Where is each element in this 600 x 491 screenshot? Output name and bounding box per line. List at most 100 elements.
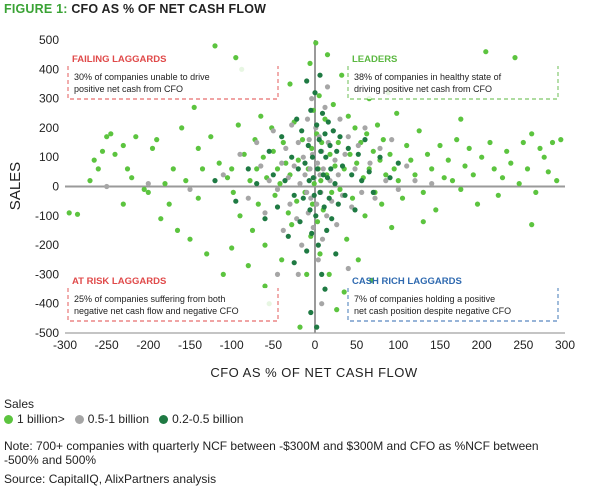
scatter-point	[310, 224, 316, 231]
scatter-point	[330, 128, 336, 134]
scatter-point	[274, 166, 281, 172]
scatter-point	[341, 289, 347, 295]
scatter-point	[524, 166, 531, 172]
scatter-point	[322, 286, 328, 292]
quadrant-leaders-text2: driving positive net cash from CFO	[354, 84, 492, 94]
scatter-point	[255, 201, 261, 207]
figure-prefix: FIGURE 1:	[4, 2, 68, 16]
scatter-point	[352, 166, 358, 172]
x-tick-label: 100	[388, 338, 408, 352]
scatter-point	[318, 178, 324, 184]
scatter-point	[315, 257, 321, 263]
scatter-point	[558, 137, 564, 143]
quadrant-failing-text1: 30% of companies unable to drive	[74, 72, 210, 82]
scatter-point	[95, 166, 101, 172]
quadrant-leaders-text1: 38% of companies in healthy state of	[354, 72, 502, 82]
scatter-point	[529, 222, 535, 228]
scatter-point	[300, 195, 306, 201]
scatter-point	[383, 178, 389, 184]
scatter-point	[254, 139, 260, 146]
scatter-point	[327, 151, 333, 157]
legend-label-02-05bn: 0.2-0.5 billion	[172, 412, 244, 426]
quadrant-failing-label: FAILING LAGGARDS	[72, 54, 166, 65]
y-tick-label: 500	[39, 33, 59, 47]
scatter-point	[170, 166, 176, 172]
x-tick-label: 150	[430, 338, 450, 352]
scatter-point	[309, 201, 316, 207]
quadrant-atrisk-bracket	[67, 288, 279, 322]
figure-title-text: CFO AS % OF NET CASH FLOW	[71, 2, 267, 16]
scatter-point	[429, 166, 435, 172]
y-tick-label: -300	[35, 267, 59, 281]
y-tick-label: 300	[39, 92, 59, 106]
scatter-point	[300, 154, 306, 160]
scatter-point	[395, 160, 401, 166]
scatter-point	[307, 207, 313, 213]
scatter-point	[309, 154, 316, 160]
scatter-point	[311, 181, 317, 187]
scatter-point	[334, 148, 340, 154]
x-tick-label: 200	[472, 338, 492, 352]
legend: 1 billion> 0.5-1 billion 0.2-0.5 billion	[4, 412, 243, 426]
scatter-point	[399, 195, 406, 201]
x-tick-label: 50	[350, 338, 364, 352]
scatter-point	[304, 189, 310, 195]
scatter-point	[297, 219, 303, 225]
scatter-point	[274, 186, 281, 192]
scatter-point	[104, 134, 110, 140]
legend-dot-05-1bn	[74, 414, 84, 424]
scatter-point	[317, 251, 323, 257]
legend-item-05-1bn: 0.5-1 billion	[74, 412, 149, 426]
scatter-point	[262, 216, 268, 222]
scatter-point	[309, 230, 315, 236]
scatter-point	[516, 181, 522, 187]
scatter-point	[529, 131, 535, 137]
scatter-point	[112, 151, 118, 157]
scatter-point	[533, 189, 539, 195]
y-tick-label: -100	[35, 209, 59, 223]
scatter-point	[304, 271, 310, 277]
scatter-point	[412, 172, 418, 178]
y-tick-label: 100	[39, 150, 59, 164]
scatter-point	[487, 139, 493, 146]
scatter-point	[462, 163, 468, 169]
scatter-point	[377, 145, 383, 151]
scatter-point	[355, 257, 361, 263]
scatter-point	[285, 233, 291, 239]
scatter-point	[328, 166, 334, 172]
legend-title: Sales	[4, 397, 35, 411]
scatter-chart: -300 -250 -200 -150 -100 -50 0 50 100 150 200 250 30…	[7, 33, 575, 380]
scatter-point	[315, 242, 321, 248]
y-axis-label: SALES	[7, 162, 24, 210]
scatter-point	[287, 201, 293, 207]
scatter-point	[212, 178, 218, 184]
scatter-point	[313, 40, 319, 46]
scatter-point	[149, 145, 156, 151]
scatter-point	[302, 160, 308, 166]
scatter-point	[339, 163, 346, 169]
scatter-point	[394, 110, 400, 116]
scatter-point	[179, 125, 185, 131]
scatter-point	[272, 192, 278, 198]
scatter-point	[466, 145, 472, 151]
scatter-point	[266, 178, 272, 184]
scatter-point	[483, 49, 489, 55]
scatter-point	[337, 186, 343, 192]
scatter-point	[241, 151, 247, 157]
scatter-point	[183, 178, 189, 184]
scatter-point	[212, 43, 218, 49]
x-tick-label: -300	[53, 338, 77, 352]
scatter-point	[474, 201, 481, 207]
scatter-point	[345, 134, 351, 140]
scatter-point	[237, 151, 243, 157]
scatter-point	[145, 189, 151, 195]
scatter-point	[349, 172, 355, 178]
scatter-point	[154, 137, 160, 143]
scatter-point	[87, 178, 93, 184]
scatter-point	[277, 181, 283, 187]
scatter-point	[395, 178, 401, 184]
legend-item-02-05bn: 0.2-0.5 billion	[159, 412, 243, 426]
scatter-point	[91, 157, 97, 163]
scatter-point	[295, 271, 301, 277]
scatter-point	[270, 148, 276, 154]
